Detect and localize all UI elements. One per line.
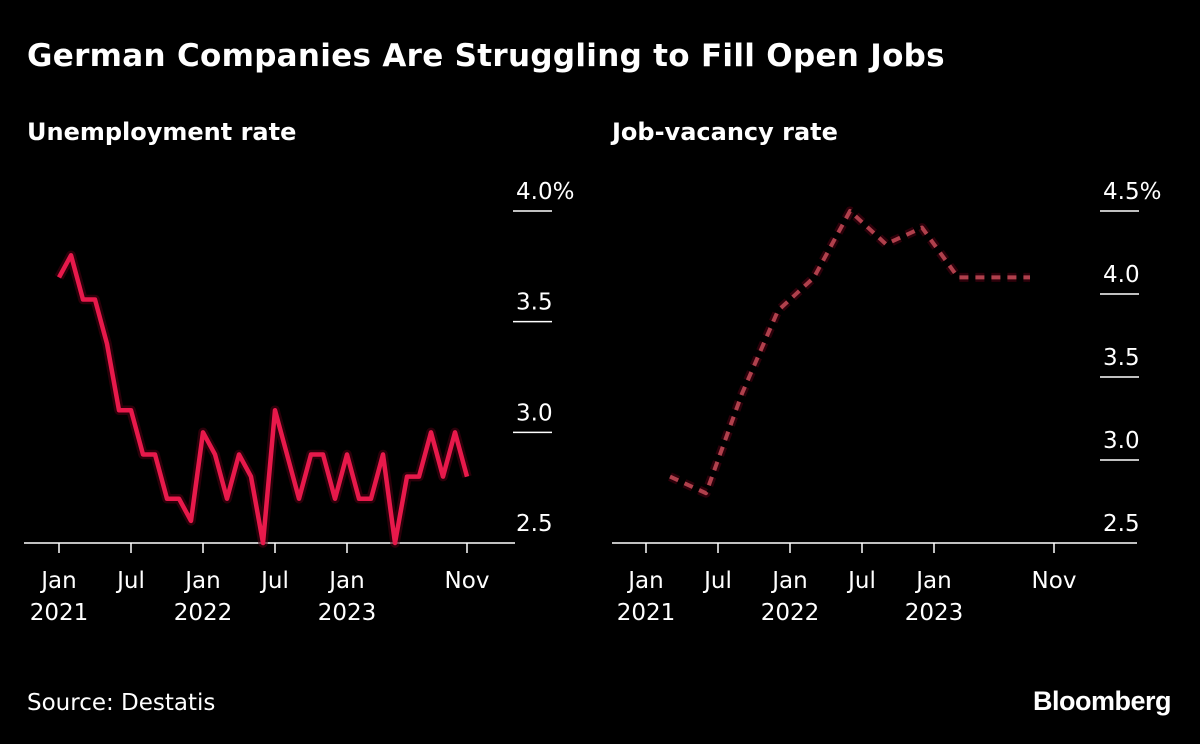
y-tick-label: 4.0 bbox=[1103, 262, 1140, 288]
y-tick-label: 4.5% bbox=[1103, 179, 1161, 205]
x-tick-year-label: 2021 bbox=[617, 600, 676, 626]
y-tick-label: 3.0 bbox=[516, 400, 553, 426]
x-tick-year-label: 2021 bbox=[30, 600, 89, 626]
x-tick-label: Jul bbox=[846, 568, 876, 594]
source-note: Source: Destatis bbox=[27, 690, 216, 716]
series-line-halo bbox=[54, 250, 472, 548]
x-tick-label: Jan bbox=[626, 568, 663, 594]
x-tick-year-label: 2023 bbox=[905, 600, 964, 626]
x-tick-label: Jan bbox=[914, 568, 951, 594]
x-tick-label: Nov bbox=[445, 568, 490, 594]
y-tick-label: 4.0% bbox=[516, 179, 574, 205]
x-tick-label: Jan bbox=[183, 568, 220, 594]
chart-title: German Companies Are Struggling to Fill … bbox=[27, 38, 945, 74]
series-line-halo bbox=[668, 206, 1030, 498]
x-tick-label: Jan bbox=[770, 568, 807, 594]
unemployment-chart-title: Unemployment rate bbox=[27, 118, 297, 146]
x-tick-year-label: 2023 bbox=[318, 600, 377, 626]
y-tick-label: 3.5 bbox=[516, 290, 553, 316]
x-tick-label: Jan bbox=[327, 568, 364, 594]
x-tick-label: Jul bbox=[115, 568, 145, 594]
bloomberg-logo: Bloomberg bbox=[1033, 686, 1172, 716]
x-tick-year-label: 2022 bbox=[761, 600, 820, 626]
y-tick-label: 2.5 bbox=[1103, 511, 1140, 537]
x-tick-label: Jul bbox=[702, 568, 732, 594]
y-tick-label: 2.5 bbox=[516, 511, 553, 537]
x-tick-label: Nov bbox=[1032, 568, 1077, 594]
x-tick-label: Jan bbox=[39, 568, 76, 594]
vacancy-chart-title: Job-vacancy rate bbox=[612, 118, 838, 146]
y-tick-label: 3.5 bbox=[1103, 345, 1140, 371]
x-tick-year-label: 2022 bbox=[174, 600, 233, 626]
y-tick-label: 3.0 bbox=[1103, 428, 1140, 454]
x-tick-label: Jul bbox=[259, 568, 289, 594]
